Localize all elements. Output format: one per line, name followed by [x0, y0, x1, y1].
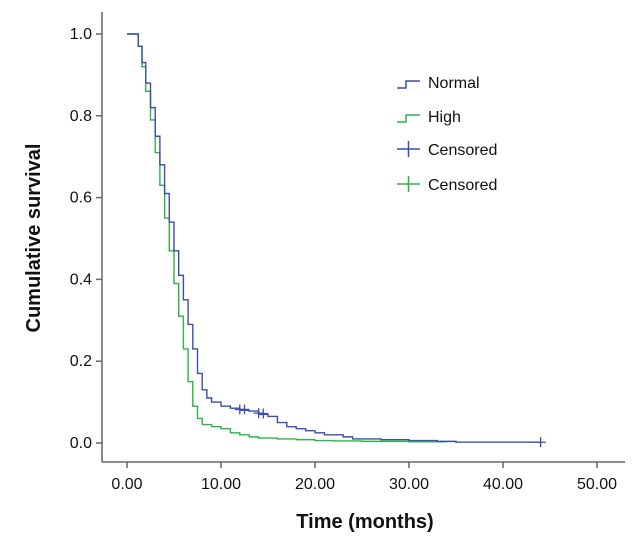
series-line-normal — [127, 33, 541, 443]
censor-markers — [234, 404, 546, 448]
y-tick-label: 0.4 — [70, 271, 92, 288]
x-axis-title: Time (months) — [296, 511, 433, 533]
legend-label-censored-high: Censored — [428, 177, 497, 194]
legend-entry-high: High — [397, 109, 461, 126]
legend-entry-censored-normal: Censored — [397, 141, 497, 159]
legend-label-normal: Normal — [428, 75, 480, 92]
x-tick-label: 0.00 — [111, 476, 142, 493]
censor-mark-normal — [535, 437, 546, 448]
legend: Normal High Censored Censored — [397, 75, 497, 194]
y-tick-label: 0.6 — [70, 190, 92, 207]
x-tick-label: 10.00 — [201, 476, 241, 493]
axes — [101, 12, 625, 463]
censor-mark-normal — [239, 404, 250, 415]
legend-label-high: High — [428, 109, 461, 126]
x-tick-label: 20.00 — [295, 476, 335, 493]
censor-mark-normal — [258, 408, 269, 419]
y-tick-label: 1.0 — [70, 26, 92, 43]
legend-entry-normal: Normal — [397, 75, 480, 92]
legend-line-high — [397, 114, 420, 123]
x-tick-label: 50.00 — [577, 476, 617, 493]
series-layer — [127, 33, 541, 443]
legend-line-normal — [397, 80, 420, 89]
legend-entry-censored-high: Censored — [397, 176, 497, 194]
legend-label-censored-normal: Censored — [428, 142, 497, 159]
x-ticks: 0.00 10.00 20.00 30.00 40.00 50.00 — [111, 462, 617, 493]
x-tick-label: 30.00 — [389, 476, 429, 493]
y-ticks: 0.0 0.2 0.4 0.6 0.8 1.0 — [70, 26, 102, 452]
y-tick-label: 0.0 — [70, 435, 92, 452]
y-tick-label: 0.2 — [70, 353, 92, 370]
series-line-high — [127, 33, 448, 443]
y-tick-label: 0.8 — [70, 108, 92, 125]
x-tick-label: 40.00 — [483, 476, 523, 493]
y-axis-title: Cumulative survival — [23, 144, 45, 333]
